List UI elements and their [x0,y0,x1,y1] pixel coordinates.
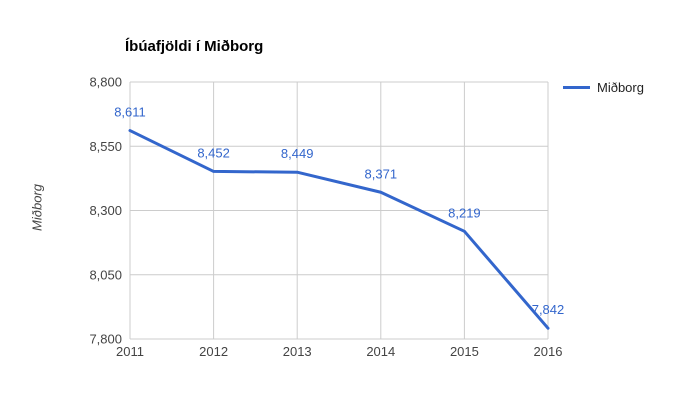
y-tick-label: 8,550 [89,139,122,154]
legend: Miðborg [563,80,644,95]
chart-title: Íbúafjöldi í Miðborg [125,38,264,55]
y-tick-label: 8,800 [89,75,122,90]
y-tick-label: 8,300 [89,203,122,218]
legend-line-swatch [563,86,590,89]
data-point-label: 7,842 [532,302,565,317]
legend-label: Miðborg [597,80,644,95]
x-tick-label: 2015 [450,344,479,359]
x-tick-label: 2013 [283,344,312,359]
series-line [128,129,550,330]
data-point-label: 8,452 [197,145,230,160]
y-tick-label: 7,800 [89,332,122,347]
x-tick-label: 2016 [534,344,563,359]
x-tick-label: 2014 [366,344,395,359]
data-point-label: 8,219 [448,205,481,220]
x-tick-label: 2011 [116,344,144,359]
data-point-label: 8,371 [365,166,398,181]
data-point-label: 8,449 [281,146,314,161]
data-point-label: 8,611 [114,105,146,120]
y-tick-label: 8,050 [89,267,122,282]
x-tick-label: 2012 [199,344,228,359]
